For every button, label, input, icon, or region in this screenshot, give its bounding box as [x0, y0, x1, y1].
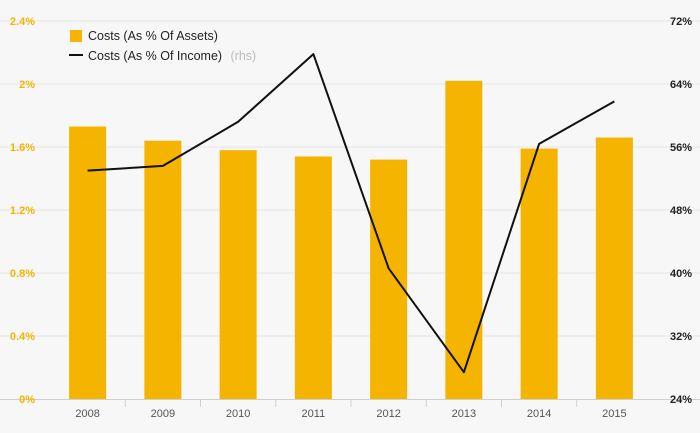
x-tick-label-2015: 2015 [602, 408, 626, 420]
gridlines [0, 20, 700, 337]
x-tick-label-2012: 2012 [376, 408, 400, 420]
left-tick-label: 1.6% [10, 142, 35, 154]
bar-2009 [144, 140, 182, 399]
legend-line-label: Costs (As % Of Income) [88, 49, 222, 63]
bar-2011 [294, 156, 332, 399]
legend: Costs (As % Of Assets) Costs (As % Of In… [69, 29, 256, 64]
legend-bar-swatch [70, 30, 82, 42]
bar-2014 [520, 148, 558, 399]
left-tick-label: 2.4% [10, 16, 35, 28]
x-tick-label-2014: 2014 [527, 408, 551, 420]
legend-line-text: Costs (As % Of Income) (rhs) [88, 47, 256, 64]
x-tick-label-2010: 2010 [226, 408, 250, 420]
right-tick-label: 64% [670, 79, 692, 91]
right-tick-label: 72% [670, 16, 692, 28]
left-tick-label: 0% [19, 394, 35, 406]
legend-bar-label: Costs (As % Of Assets) [88, 29, 218, 43]
right-tick-label: 48% [670, 205, 692, 217]
left-tick-label: 0.4% [10, 331, 35, 343]
bar-2010 [219, 150, 257, 399]
x-tick-label-2013: 2013 [452, 408, 476, 420]
bar-2015 [595, 137, 633, 400]
right-tick-label: 24% [670, 394, 692, 406]
right-y-axis: 24% 32% 40% 48% 56% 64% 72% [670, 16, 692, 406]
line-costs-income [87, 53, 615, 374]
left-y-axis: 0% 0.4% 0.8% 1.2% 1.6% 2% 2.4% [10, 16, 35, 406]
line-series [87, 53, 615, 374]
bar-2012 [370, 159, 408, 399]
x-tick-label-2009: 2009 [151, 408, 175, 420]
right-tick-label: 32% [670, 331, 692, 343]
right-tick-label: 56% [670, 142, 692, 154]
x-tick-label-2008: 2008 [75, 408, 99, 420]
bar-2008 [69, 126, 107, 400]
left-tick-label: 1.2% [10, 205, 35, 217]
x-tick-label-2011: 2011 [302, 408, 326, 420]
left-tick-label: 2% [19, 79, 35, 91]
legend-line-note: (rhs) [231, 49, 257, 63]
bar-series [69, 80, 633, 400]
left-tick-label: 0.8% [10, 268, 35, 280]
bar-2013 [445, 80, 483, 399]
right-tick-label: 40% [670, 268, 692, 280]
x-axis: 2008 2009 2010 2011 2012 2013 2014 2015 [0, 399, 700, 420]
